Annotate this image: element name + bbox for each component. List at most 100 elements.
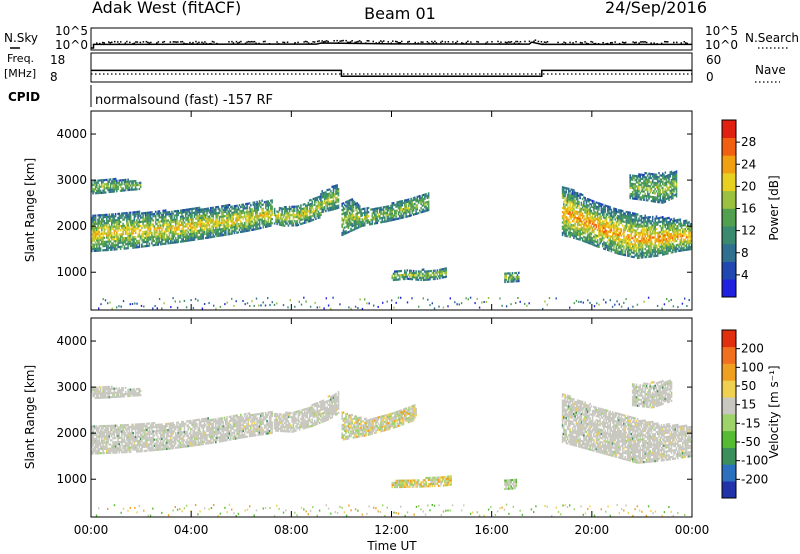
nsearch-dot	[440, 41, 442, 44]
power-cell	[151, 231, 153, 235]
power-cell	[600, 232, 603, 235]
power-cell	[257, 227, 260, 230]
power-cell	[156, 239, 158, 242]
power-cell	[581, 231, 584, 234]
power-cell	[94, 179, 97, 182]
power-cell	[564, 232, 566, 235]
power-cell	[321, 208, 323, 211]
power-cell	[121, 214, 123, 217]
power-cell	[332, 206, 335, 209]
power-cell	[588, 198, 590, 201]
power-cell	[220, 215, 222, 218]
power-cell	[157, 233, 159, 236]
power-cell	[315, 217, 317, 220]
power-cell	[192, 222, 194, 225]
power-cell	[664, 244, 667, 247]
power-cell	[221, 219, 223, 222]
power-cell	[136, 210, 138, 214]
power-cell	[352, 214, 355, 217]
power-cell	[277, 210, 280, 213]
power-cell	[181, 238, 183, 241]
power-cell	[199, 223, 202, 226]
power-cell	[322, 191, 325, 195]
power-cell	[321, 190, 323, 193]
power-cell	[400, 208, 402, 211]
power-cell	[358, 209, 361, 212]
power-cell	[164, 242, 167, 245]
power-cell	[209, 211, 212, 214]
nsearch-dot	[543, 41, 546, 43]
power-cell	[586, 204, 589, 207]
power-cell	[106, 242, 108, 245]
power-cell	[583, 208, 585, 212]
power-cell	[641, 250, 644, 253]
power-cell	[315, 199, 317, 202]
power-cell	[104, 228, 107, 231]
power-cell	[277, 219, 280, 222]
power-cell	[320, 203, 322, 206]
nsearch-dot	[602, 41, 604, 44]
power-cell	[132, 240, 134, 243]
power-cell	[649, 243, 651, 246]
power-cell	[578, 211, 580, 214]
power-cell	[157, 235, 159, 238]
power-cell	[206, 209, 208, 212]
power-cell	[364, 211, 366, 214]
power-cell	[630, 236, 633, 239]
power-cell	[573, 197, 575, 200]
power-cell	[608, 238, 610, 242]
power-cell	[648, 228, 650, 231]
power-cell	[613, 224, 615, 227]
power-cell	[646, 241, 649, 244]
power-cell	[171, 218, 173, 222]
power-cell	[600, 230, 603, 233]
power-cell	[188, 222, 191, 225]
power-cell	[576, 206, 579, 209]
power-cell	[570, 196, 573, 199]
power-cell	[97, 179, 99, 182]
power-cell	[162, 226, 164, 229]
power-cell	[248, 229, 251, 232]
power-cell	[364, 218, 366, 221]
power-cell	[629, 230, 631, 233]
power-cell	[256, 211, 258, 214]
power-cell	[271, 218, 273, 221]
power-cell	[231, 226, 233, 229]
power-cell	[245, 230, 247, 233]
power-cell	[293, 207, 296, 210]
power-cell	[287, 224, 290, 227]
nsearch-dot	[519, 41, 522, 43]
power-cell	[116, 233, 118, 236]
power-cell	[615, 249, 618, 252]
power-cell	[362, 218, 365, 221]
power-cell	[336, 188, 338, 191]
power-cell	[182, 238, 184, 241]
nsearch-dot	[452, 41, 454, 43]
power-cell	[621, 241, 624, 244]
power-cell	[129, 232, 132, 235]
power-cell	[565, 220, 568, 223]
power-cell	[404, 203, 406, 206]
power-cell	[511, 274, 514, 277]
power-cell	[571, 219, 574, 223]
nsearch-dot	[639, 41, 642, 43]
power-cell	[605, 242, 608, 245]
power-cell	[590, 230, 593, 233]
power-cell	[235, 227, 237, 230]
power-cell	[362, 222, 365, 225]
power-cell	[187, 220, 189, 223]
power-cell	[606, 226, 609, 229]
power-cell	[656, 246, 659, 249]
power-cell	[260, 212, 262, 215]
power-cell	[581, 229, 584, 232]
power-cell	[390, 206, 392, 209]
power-cell	[634, 237, 636, 240]
power-cell	[675, 231, 678, 234]
power-cell	[102, 185, 104, 188]
power-cell	[295, 216, 297, 219]
power-cell	[673, 228, 675, 231]
power-cell	[337, 190, 340, 193]
power-cell	[215, 224, 217, 228]
nsearch-dot	[118, 43, 120, 45]
